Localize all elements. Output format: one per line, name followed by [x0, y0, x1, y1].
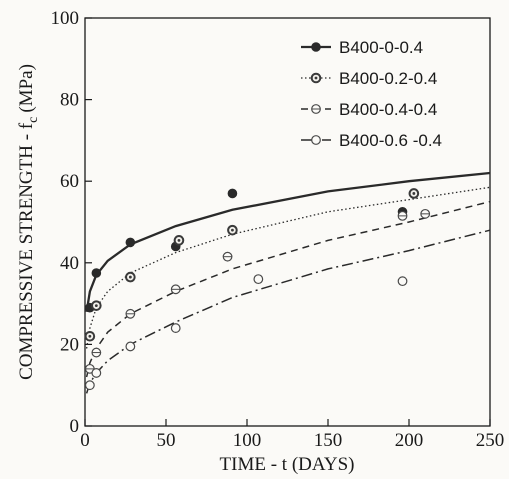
- legend-label: B400-0.4-0.4: [339, 100, 437, 119]
- data-point-b400-0-0-4: [91, 268, 102, 278]
- legend-marker: [310, 72, 322, 84]
- data-point-b400-0-2-0-4: [84, 330, 96, 342]
- data-point-b400-0-6-0-4: [125, 341, 136, 352]
- data-point-b400-0-6-0-4: [170, 323, 181, 333]
- data-point-b400-0-2-0-4: [227, 224, 238, 236]
- y-axis-label-subscript: c: [26, 117, 41, 123]
- curve-b400-0-4-0-4: [85, 200, 491, 378]
- y-tick-label: 100: [51, 8, 80, 29]
- data-point-b400-0-0-4: [227, 188, 238, 199]
- data-point-b400-0-6-0-4: [253, 274, 264, 285]
- fit-curves: [85, 171, 491, 394]
- y-tick-label: 60: [60, 171, 79, 192]
- y-tick-label: 20: [60, 334, 79, 355]
- y-tick-label: 0: [70, 416, 80, 437]
- data-point-b400-0-4-0-4: [91, 347, 102, 358]
- data-point-b400-0-2-0-4: [125, 271, 136, 283]
- data-point-b400-0-2-0-4: [408, 188, 420, 199]
- x-tick-label: 100: [233, 430, 262, 451]
- data-point-b400-0-4-0-4: [397, 210, 408, 221]
- axis-ticks: 0 50 100 150 200 250 0 20 40 60 80 100: [51, 8, 505, 451]
- legend-label: B400-0-0.4: [339, 38, 423, 57]
- legend-marker: [311, 135, 321, 145]
- data-points: [84, 188, 431, 391]
- legend-marker: [311, 42, 321, 52]
- legend-label: B400-0.2-0.4: [339, 69, 437, 88]
- y-tick-label: 80: [60, 90, 79, 111]
- data-point-b400-0-2-0-4: [173, 235, 185, 246]
- curve-b400-0-6-0-4: [85, 229, 491, 394]
- legend-label: B400-0.6 -0.4: [339, 131, 442, 150]
- x-tick-label: 0: [80, 430, 90, 451]
- y-tick-label: 40: [60, 253, 79, 274]
- x-tick-label: 250: [476, 430, 505, 451]
- x-tick-label: 200: [395, 430, 424, 451]
- data-point-b400-0-6-0-4: [397, 276, 408, 287]
- plot-frame: [84, 17, 491, 427]
- y-axis-label: COMPRESSIVE STRENGTH - fc (MPa): [16, 64, 41, 380]
- y-axis-label-unit: (MPa): [16, 64, 37, 113]
- data-point-b400-0-6-0-4: [84, 380, 95, 391]
- x-tick-label: 50: [157, 430, 176, 451]
- curve-b400-0-0-4: [85, 171, 491, 312]
- data-point-b400-0-0-4: [125, 237, 136, 248]
- data-point-b400-0-6-0-4: [91, 368, 102, 378]
- legend-marker: [311, 104, 321, 114]
- data-point-b400-0-4-0-4: [170, 284, 181, 295]
- x-tick-label: 150: [314, 430, 343, 451]
- y-axis-label-main: COMPRESSIVE STRENGTH - f: [16, 122, 37, 380]
- data-point-b400-0-4-0-4: [222, 251, 233, 262]
- data-point-b400-0-4-0-4: [125, 308, 136, 319]
- x-axis-label: TIME - t (DAYS): [220, 454, 355, 475]
- data-point-b400-0-2-0-4: [91, 300, 102, 311]
- data-point-b400-0-4-0-4: [420, 208, 431, 219]
- legend: B400-0-0.4 B400-0.2-0.4 B400-0.4-0.4 B400-0…: [301, 38, 442, 150]
